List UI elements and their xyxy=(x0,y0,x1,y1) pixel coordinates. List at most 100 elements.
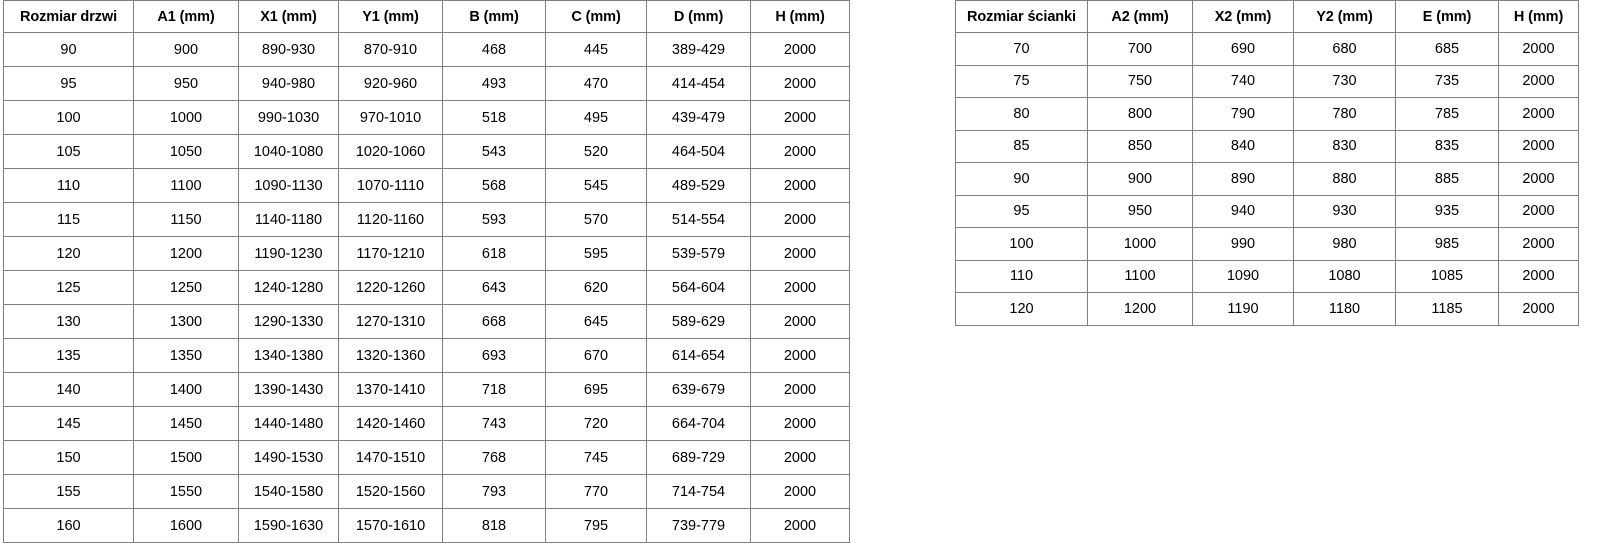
wall-panel-size-table: Rozmiar ścianki A2 (mm) X2 (mm) Y2 (mm) E (m… xyxy=(955,0,1579,326)
table-cell: 1185 xyxy=(1395,292,1499,326)
table-cell: 940-980 xyxy=(238,66,339,101)
table-cell: 2000 xyxy=(750,372,850,407)
column-header-1: A1 (mm) xyxy=(133,0,239,33)
column-header-4: E (mm) xyxy=(1395,0,1499,33)
table-cell: 2000 xyxy=(1498,64,1579,98)
table-cell: 1350 xyxy=(133,338,239,373)
table-cell: 1070-1110 xyxy=(338,168,443,203)
table-cell: 2000 xyxy=(750,134,850,169)
table-cell: 700 xyxy=(1087,32,1193,66)
table-cell: 639-679 xyxy=(646,372,751,407)
table-cell: 768 xyxy=(442,440,546,475)
table-cell: 2000 xyxy=(750,406,850,441)
table-cell: 940 xyxy=(1192,194,1294,228)
table-cell: 120 xyxy=(3,236,134,271)
column-header-2: X1 (mm) xyxy=(238,0,339,33)
table-cell: 155 xyxy=(3,474,134,509)
table-cell: 1200 xyxy=(133,236,239,271)
table-row: 135 1350 1340-1380 1320-1360 693 670 614-654 20… xyxy=(3,338,850,373)
table-cell: 1170-1210 xyxy=(338,236,443,271)
table-row: 120 1200 1190 1180 1185 2000 xyxy=(955,292,1579,326)
table-cell: 1320-1360 xyxy=(338,338,443,373)
table-cell: 880 xyxy=(1293,162,1396,196)
table-cell: 1050 xyxy=(133,134,239,169)
table-cell: 2000 xyxy=(750,32,850,67)
column-header-6: D (mm) xyxy=(646,0,751,33)
table-cell: 2000 xyxy=(1498,194,1579,228)
table-cell: 690 xyxy=(1192,32,1294,66)
table-cell: 543 xyxy=(442,134,546,169)
column-header-5: H (mm) xyxy=(1498,0,1579,33)
table-cell: 720 xyxy=(545,406,647,441)
table-cell: 714-754 xyxy=(646,474,751,509)
table-row: 90 900 890-930 870-910 468 445 389-429 2000 xyxy=(3,32,850,67)
wall-table-header: Rozmiar ścianki A2 (mm) X2 (mm) Y2 (mm) E (m… xyxy=(955,0,1579,33)
table-row: 80 800 790 780 785 2000 xyxy=(955,97,1579,131)
table-row: 95 950 940-980 920-960 493 470 414-454 2000 xyxy=(3,66,850,101)
table-cell: 645 xyxy=(545,304,647,339)
table-cell: 130 xyxy=(3,304,134,339)
table-cell: 1200 xyxy=(1087,292,1193,326)
table-cell: 1400 xyxy=(133,372,239,407)
table-cell: 568 xyxy=(442,168,546,203)
table-cell: 785 xyxy=(1395,97,1499,131)
table-cell: 2000 xyxy=(1498,227,1579,261)
table-row: 70 700 690 680 685 2000 xyxy=(955,32,1579,66)
table-cell: 1500 xyxy=(133,440,239,475)
spec-tables-sheet: Rozmiar drzwi A1 (mm) X1 (mm) Y1 (mm) B (mm)… xyxy=(3,0,1579,543)
table-cell: 470 xyxy=(545,66,647,101)
table-cell: 95 xyxy=(3,66,134,101)
table-cell: 2000 xyxy=(1498,292,1579,326)
table-cell: 95 xyxy=(955,194,1088,228)
table-cell: 885 xyxy=(1395,162,1499,196)
table-cell: 930 xyxy=(1293,194,1396,228)
table-cell: 2000 xyxy=(750,168,850,203)
table-cell: 545 xyxy=(545,168,647,203)
table-cell: 743 xyxy=(442,406,546,441)
table-cell: 2000 xyxy=(750,100,850,135)
table-cell: 1270-1310 xyxy=(338,304,443,339)
table-cell: 1250 xyxy=(133,270,239,305)
table-cell: 2000 xyxy=(750,338,850,373)
table-cell: 1090 xyxy=(1192,259,1294,293)
table-cell: 1150 xyxy=(133,202,239,237)
table-cell: 414-454 xyxy=(646,66,751,101)
table-cell: 125 xyxy=(3,270,134,305)
table-cell: 468 xyxy=(442,32,546,67)
table-cell: 539-579 xyxy=(646,236,751,271)
table-cell: 835 xyxy=(1395,129,1499,163)
table-cell: 464-504 xyxy=(646,134,751,169)
table-cell: 618 xyxy=(442,236,546,271)
table-cell: 1290-1330 xyxy=(238,304,339,339)
table-cell: 750 xyxy=(1087,64,1193,98)
table-cell: 100 xyxy=(955,227,1088,261)
table-cell: 1300 xyxy=(133,304,239,339)
table-cell: 520 xyxy=(545,134,647,169)
table-row: 100 1000 990 980 985 2000 xyxy=(955,227,1579,261)
table-cell: 830 xyxy=(1293,129,1396,163)
table-cell: 1490-1530 xyxy=(238,440,339,475)
table-cell: 735 xyxy=(1395,64,1499,98)
table-cell: 1100 xyxy=(133,168,239,203)
table-cell: 445 xyxy=(545,32,647,67)
table-row: 125 1250 1240-1280 1220-1260 643 620 564-604 20… xyxy=(3,270,850,305)
column-header-1: A2 (mm) xyxy=(1087,0,1193,33)
table-cell: 100 xyxy=(3,100,134,135)
table-row: 115 1150 1140-1180 1120-1160 593 570 514-554 20… xyxy=(3,202,850,237)
table-cell: 970-1010 xyxy=(338,100,443,135)
table-cell: 1190 xyxy=(1192,292,1294,326)
table-cell: 2000 xyxy=(750,270,850,305)
table-cell: 920-960 xyxy=(338,66,443,101)
table-cell: 1370-1410 xyxy=(338,372,443,407)
table-cell: 85 xyxy=(955,129,1088,163)
table-cell: 589-629 xyxy=(646,304,751,339)
table-cell: 2000 xyxy=(1498,32,1579,66)
table-cell: 120 xyxy=(955,292,1088,326)
table-cell: 790 xyxy=(1192,97,1294,131)
table-cell: 614-654 xyxy=(646,338,751,373)
table-cell: 670 xyxy=(545,338,647,373)
table-cell: 564-604 xyxy=(646,270,751,305)
table-row: 95 950 940 930 935 2000 xyxy=(955,194,1579,228)
table-cell: 1240-1280 xyxy=(238,270,339,305)
table-cell: 1420-1460 xyxy=(338,406,443,441)
